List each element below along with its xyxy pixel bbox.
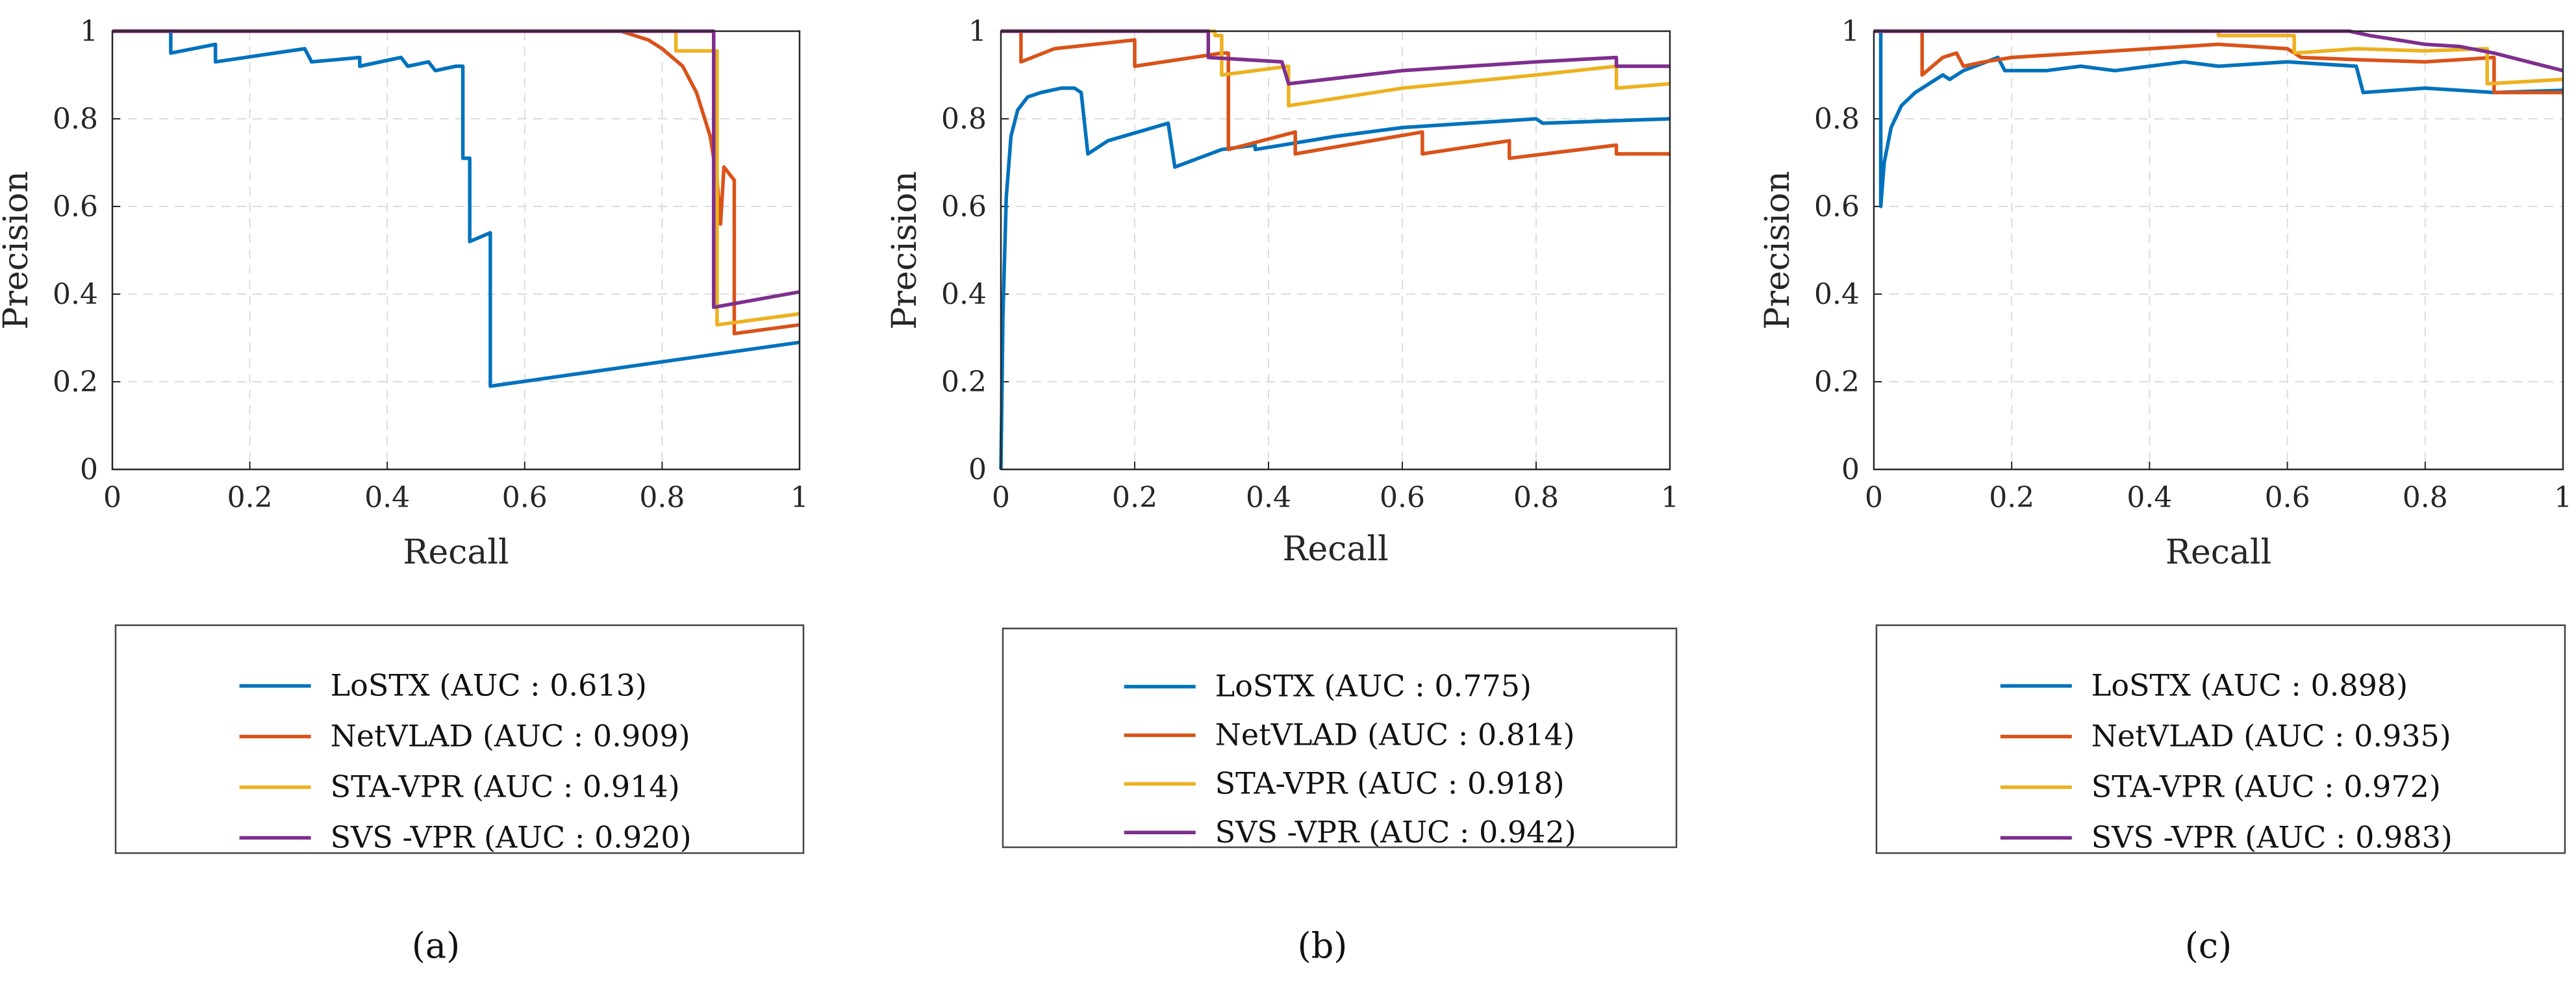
y-tick-label: 0	[80, 453, 98, 486]
x-axis-label: Recall	[403, 533, 509, 572]
x-tick-label: 0.8	[1513, 481, 1559, 514]
plot-area	[112, 31, 800, 469]
chart-panel-2: 00 0.2 0.2 0.4 0.4 0.6 0.6 0.8 0.8 1 1 Recall Precis…	[885, 15, 1679, 966]
x-tick-label: 0.2	[227, 481, 273, 514]
series-line-svs-vpr	[1001, 29, 1670, 86]
x-tick-label: 0.6	[1380, 481, 1425, 514]
legend-entry: NetVLAD (AUC : 0.935)	[2091, 719, 2451, 754]
series-line-lostx	[112, 29, 800, 388]
series-line-netvlad	[1001, 29, 1670, 160]
series-line-netvlad	[1874, 29, 2563, 95]
legend-entry: LoSTX (AUC : 0.613)	[331, 668, 647, 703]
legend-entry: SVS -VPR (AUC : 0.983)	[2091, 820, 2453, 855]
series-line-netvlad	[112, 29, 800, 336]
x-tick-label: 0.2	[1989, 481, 2034, 514]
x-tick-label: 0.2	[1112, 481, 1157, 514]
panel-caption: (b)	[1298, 925, 1348, 966]
x-tick-label: 1	[790, 481, 809, 514]
x-tick-label: 1	[2554, 481, 2572, 514]
axes-frame	[1873, 30, 2564, 471]
legend-entry: LoSTX (AUC : 0.775)	[1215, 669, 1532, 704]
legend-entry: SVS -VPR (AUC : 0.942)	[1215, 814, 1576, 849]
legend-entry: STA-VPR (AUC : 0.914)	[331, 769, 680, 804]
x-tick-label: 1	[1661, 481, 1679, 514]
panel-caption: (c)	[2185, 925, 2232, 966]
y-axis-label: Precision	[1758, 171, 1797, 330]
y-tick-label: 0.6	[941, 190, 987, 223]
y-tick-label: 1	[80, 15, 98, 48]
y-tick-label: 0.4	[941, 278, 987, 311]
x-tick-label: 0	[103, 481, 121, 514]
chart-panel-1: 00 0.2 0.2 0.4 0.4 0.6 0.6 0.8 0.8 1 1 Recall Precis…	[0, 15, 809, 966]
x-tick-label: 0.4	[1246, 481, 1291, 514]
series-line-lostx	[999, 86, 1671, 470]
y-axis-label: Precision	[885, 171, 924, 330]
x-tick-label: 0	[992, 481, 1010, 514]
legend-box	[1875, 624, 2566, 854]
y-tick-label: 0	[968, 453, 987, 486]
series-line-lostx	[1874, 29, 2564, 208]
series-line-sta-vpr	[1001, 29, 1671, 108]
series-line-svs-vpr	[1874, 29, 2564, 73]
legend-entry: NetVLAD (AUC : 0.909)	[331, 719, 690, 754]
axes-frame	[111, 30, 801, 471]
y-tick-label: 0.2	[1814, 366, 1860, 399]
x-tick-label: 0.4	[364, 481, 410, 514]
y-tick-label: 0.8	[941, 103, 987, 136]
x-tick-label: 0.6	[2265, 481, 2310, 514]
chart-panel-3: 00 0.2 0.2 0.4 0.4 0.6 0.6 0.8 0.8 1 1 Recall Precis…	[1758, 15, 2572, 966]
plot-area	[1874, 31, 2563, 469]
y-tick-label: 1	[968, 15, 987, 48]
x-axis-label: Recall	[1282, 530, 1388, 569]
x-tick-label: 0.8	[2403, 481, 2448, 514]
x-tick-label: 0.6	[502, 481, 548, 514]
plot-area	[1001, 31, 1670, 469]
y-tick-label: 0.2	[53, 366, 98, 399]
y-tick-label: 0.2	[941, 366, 987, 399]
x-tick-label: 0	[1865, 481, 1883, 514]
x-axis-label: Recall	[2166, 533, 2271, 572]
legend-entry: STA-VPR (AUC : 0.918)	[1215, 765, 1565, 801]
legend-entry: STA-VPR (AUC : 0.972)	[2091, 769, 2441, 804]
y-tick-label: 0.8	[1814, 103, 1860, 136]
y-axis-label: Precision	[0, 171, 36, 330]
y-tick-label: 0.6	[53, 190, 98, 223]
y-tick-label: 0.4	[1814, 278, 1860, 311]
x-tick-label: 0.8	[639, 481, 685, 514]
legend-entry: SVS -VPR (AUC : 0.920)	[331, 820, 692, 855]
legend-box	[114, 624, 805, 854]
y-tick-label: 0.8	[53, 103, 98, 136]
y-tick-label: 0.6	[1814, 190, 1860, 223]
legend-box	[1002, 627, 1678, 849]
y-tick-label: 0	[1841, 453, 1860, 486]
series-line-sta-vpr	[1874, 29, 2564, 86]
y-tick-label: 1	[1841, 15, 1860, 48]
legend-entry: LoSTX (AUC : 0.898)	[2091, 668, 2408, 703]
y-tick-label: 0.4	[53, 278, 98, 311]
legend-entry: NetVLAD (AUC : 0.814)	[1215, 717, 1575, 752]
panel-caption: (a)	[412, 925, 460, 966]
x-tick-label: 0.4	[2127, 481, 2172, 514]
axes-frame	[1000, 30, 1671, 471]
